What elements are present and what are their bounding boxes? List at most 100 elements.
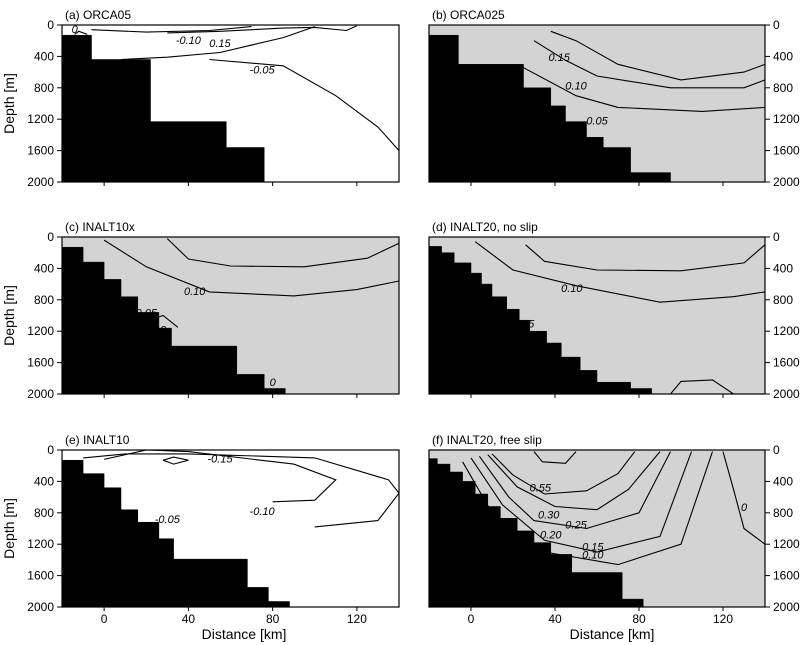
panel-title: (c) INALT10x [65, 220, 135, 234]
y-tick-label: 0 [47, 18, 54, 32]
contour-label: -0.10 [250, 506, 276, 518]
y-axis-label: Depth [m] [1, 285, 17, 346]
plot-area: 0.15 0.10 0.05 [429, 25, 765, 182]
contour-label: 0 [741, 502, 748, 514]
y-tick-label: 2000 [773, 600, 800, 614]
y-tick-label: 800 [34, 81, 54, 95]
panel-frame [428, 236, 766, 395]
y-tick-label: 800 [773, 293, 793, 307]
contour-line-0p55 [533, 451, 577, 464]
y-tick-label: 2000 [27, 175, 54, 189]
y-tick-label: 1200 [27, 324, 54, 338]
contour-label: -0.15 [207, 454, 233, 466]
y-tick-label: 400 [773, 474, 793, 488]
y-tick-label: 400 [773, 261, 793, 275]
panel-title: (f) INALT20, free slip [432, 433, 542, 447]
y-tick-label: 0 [773, 230, 780, 244]
contour-label: 0.05 [586, 116, 608, 128]
x-tick-label: 120 [713, 612, 733, 626]
contour-line-0p05 [103, 239, 399, 297]
bathymetry-mask [429, 246, 652, 394]
y-tick-label: 1200 [773, 112, 800, 126]
contour-line-0p15 [550, 30, 765, 81]
y-tick-label: 800 [773, 506, 793, 520]
panel-title: (d) INALT20, no slip [432, 220, 538, 234]
plot-area: 0 -0.10 0.15 -0.05 [62, 24, 399, 182]
y-axis-label: Depth [m] [1, 498, 17, 559]
contour-label: 0.30 [538, 509, 560, 521]
x-tick-label: 40 [182, 612, 196, 626]
x-tick-label: 120 [347, 612, 367, 626]
panel-frame [61, 449, 400, 608]
y-tick-label: 400 [34, 261, 54, 275]
x-tick-label: 80 [632, 612, 646, 626]
contour-line--0p15 [162, 456, 189, 465]
panel-title: (b) ORCA025 [432, 8, 505, 22]
contour-label: -0.05 [250, 65, 276, 77]
panel-frame [61, 236, 400, 395]
panel-frame [428, 24, 766, 183]
contour-line-0p05 [120, 26, 315, 61]
y-tick-label: 1200 [27, 112, 54, 126]
bathymetry-mask [62, 34, 265, 182]
x-tick-label: 0 [101, 612, 108, 626]
bathymetry-mask [62, 459, 290, 607]
contour-line-0 [74, 30, 88, 35]
contour-line-0p10 [91, 26, 252, 33]
contour-line-0p05 [516, 63, 765, 112]
contour-label: 0 [270, 377, 277, 389]
contour-label: 0 [160, 325, 167, 337]
bathymetry-mask [429, 34, 671, 182]
y-tick-label: 800 [34, 293, 54, 307]
contour-line--0p05 [83, 453, 399, 528]
contour-label: 0.05 [136, 307, 158, 319]
y-tick-label: 800 [34, 506, 54, 520]
y-tick-label: 2000 [773, 387, 800, 401]
contour-label: 0 [72, 24, 79, 36]
contour-label: 0.20 [540, 530, 562, 542]
contour-label: 0.05 [513, 318, 535, 330]
y-axis-label: Depth [m] [1, 73, 17, 134]
bathymetry-mask [62, 246, 286, 394]
contour-label: 0.55 [530, 483, 552, 495]
y-tick-label: 400 [34, 474, 54, 488]
y-tick-label: 0 [47, 230, 54, 244]
x-tick-label: 0 [468, 612, 475, 626]
y-tick-label: 0 [773, 443, 780, 457]
panel-title: (e) INALT10 [65, 433, 130, 447]
contour-line-0p25 [487, 451, 661, 511]
contour-line-0 [146, 314, 179, 328]
y-tick-label: 1600 [773, 356, 800, 370]
x-axis-label-left: Distance [km] [202, 626, 287, 642]
contour-line [670, 379, 734, 394]
panel-title: (a) ORCA05 [65, 8, 131, 22]
x-axis-label-right: Distance [km] [570, 626, 655, 642]
panel-b: 0.15 0.10 0.05 (b) ORCA025 0 400 800 1200 1600 20… [428, 8, 800, 189]
contour-line-0p05 [474, 241, 765, 303]
contour-line-0p10 [166, 238, 399, 268]
contour-line [209, 58, 399, 151]
panel-d: 0.10 0.05 (d) INALT20, no slip 0 400 800 1200 1… [428, 220, 800, 401]
y-tick-label: 0 [47, 443, 54, 457]
contour-line-0p15 [167, 25, 358, 34]
contour-label: -0.05 [155, 514, 181, 526]
y-tick-label: 2000 [27, 387, 54, 401]
y-tick-label: 1600 [773, 569, 800, 583]
y-tick-label: 1200 [773, 537, 800, 551]
contour-line-0p10 [533, 40, 765, 89]
plot-area: 0.55 0.30 0.250.20 0.150.10 0 [429, 450, 765, 607]
y-tick-label: 1200 [773, 324, 800, 338]
panels-layer: 0-0.10 0.15-0.05(a) ORCA05040080012001600… [1, 8, 800, 626]
contour-line-0p30 [491, 451, 636, 495]
panel-frame [428, 449, 766, 608]
plot-area: -0.15 -0.10 -0.05 [62, 450, 399, 607]
x-tick-label: 80 [266, 612, 280, 626]
contour-label: 0.10 [184, 286, 206, 298]
y-tick-label: 800 [773, 81, 793, 95]
contour-label: -0.10 [176, 35, 202, 47]
panel-f: 0.55 0.30 0.250.20 0.150.10 0 (f) INALT20, fr… [428, 433, 800, 626]
y-tick-label: 400 [34, 49, 54, 63]
panel-e: -0.15-0.10-0.05(e) INALT1004008001200160… [1, 433, 400, 626]
